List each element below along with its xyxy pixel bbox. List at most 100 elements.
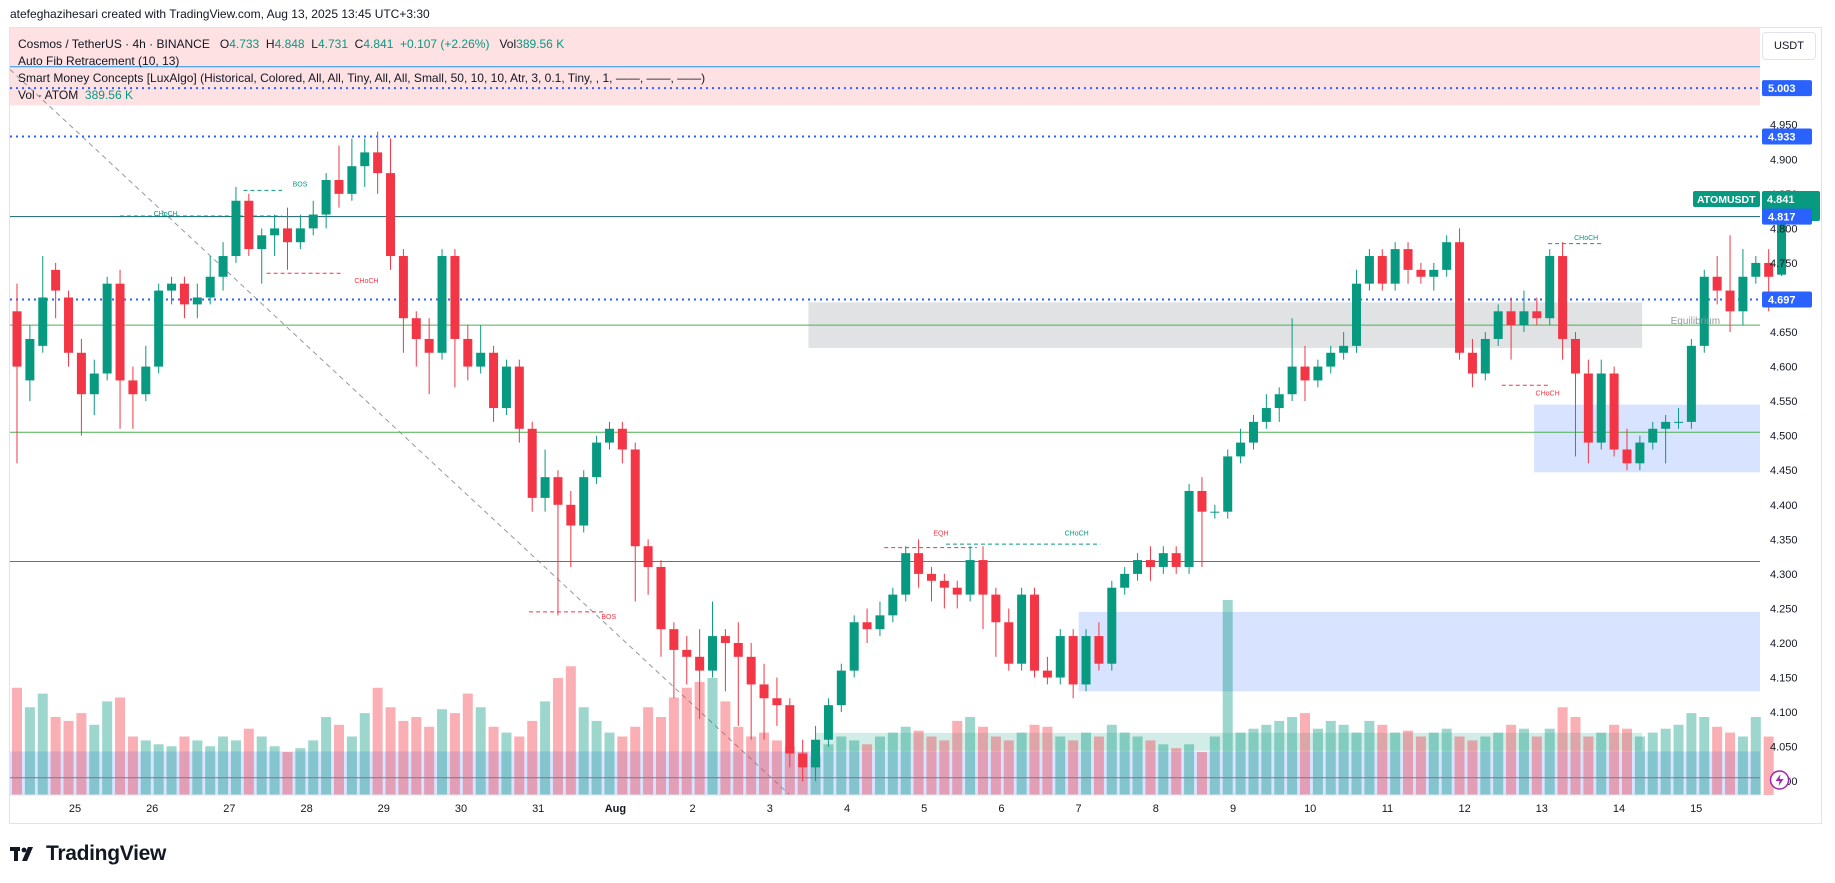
candle-body[interactable] xyxy=(720,636,730,643)
price-label-tag[interactable] xyxy=(1762,80,1812,97)
candle-body[interactable] xyxy=(154,290,164,367)
candle-body[interactable] xyxy=(875,615,885,630)
candle-body[interactable] xyxy=(1030,594,1040,671)
candle-body[interactable] xyxy=(76,352,86,395)
candle-body[interactable] xyxy=(179,283,189,305)
candle-body[interactable] xyxy=(785,705,795,754)
candle-body[interactable] xyxy=(51,269,61,291)
legend-symbol-row[interactable]: Cosmos / TetherUS · 4h · BINANCE O4.733 … xyxy=(18,36,705,53)
candle-body[interactable] xyxy=(901,553,911,595)
candle-body[interactable] xyxy=(862,622,872,630)
candle-body[interactable] xyxy=(321,180,331,215)
candle-body[interactable] xyxy=(463,338,473,367)
candle-body[interactable] xyxy=(514,366,524,429)
candle-body[interactable] xyxy=(308,214,318,229)
price-label-tag[interactable] xyxy=(1762,128,1812,145)
candle-body[interactable] xyxy=(604,428,614,443)
candle-body[interactable] xyxy=(1158,553,1168,567)
candle-body[interactable] xyxy=(1145,560,1155,567)
candle-body[interactable] xyxy=(38,297,48,346)
candle-body[interactable] xyxy=(1210,511,1220,513)
candle-body[interactable] xyxy=(450,256,460,339)
candle-body[interactable] xyxy=(1133,560,1143,574)
candle-body[interactable] xyxy=(1480,338,1490,374)
candle-body[interactable] xyxy=(167,283,177,291)
candle-body[interactable] xyxy=(398,256,408,319)
candle-body[interactable] xyxy=(811,739,821,768)
candle-body[interactable] xyxy=(1055,636,1065,678)
candle-body[interactable] xyxy=(579,477,589,526)
candle-body[interactable] xyxy=(888,594,898,616)
candle-body[interactable] xyxy=(1042,670,1052,678)
candle-body[interactable] xyxy=(1493,311,1503,339)
candle-body[interactable] xyxy=(218,256,228,277)
candle-body[interactable] xyxy=(849,622,859,671)
candle-body[interactable] xyxy=(1339,345,1349,353)
candle-body[interactable] xyxy=(1364,256,1374,284)
candle-body[interactable] xyxy=(25,338,35,381)
candle-body[interactable] xyxy=(386,173,396,257)
candle-body[interactable] xyxy=(1326,352,1336,367)
candle-body[interactable] xyxy=(1120,573,1130,588)
price-label-tag[interactable] xyxy=(1762,208,1812,225)
candle-body[interactable] xyxy=(1390,249,1400,284)
candle-body[interactable] xyxy=(1081,636,1091,685)
candle-body[interactable] xyxy=(772,698,782,706)
candle-body[interactable] xyxy=(566,504,576,526)
candle-body[interactable] xyxy=(1274,394,1284,409)
candle-body[interactable] xyxy=(540,477,550,498)
candle-body[interactable] xyxy=(991,594,1001,623)
candle-body[interactable] xyxy=(656,566,666,630)
candle-body[interactable] xyxy=(1764,262,1774,277)
candle-body[interactable] xyxy=(1596,373,1606,443)
candle-body[interactable] xyxy=(89,373,99,395)
candle-body[interactable] xyxy=(1068,636,1078,685)
candle-body[interactable] xyxy=(746,656,756,685)
candle-body[interactable] xyxy=(1107,587,1117,664)
candle-body[interactable] xyxy=(1442,242,1452,270)
candle-body[interactable] xyxy=(914,553,924,574)
candle-body[interactable] xyxy=(128,380,138,395)
candle-body[interactable] xyxy=(1248,421,1258,443)
legend-indicator-smc[interactable]: Smart Money Concepts [LuxAlgo] (Historic… xyxy=(18,71,706,85)
candle-body[interactable] xyxy=(643,546,653,567)
candle-body[interactable] xyxy=(102,283,112,374)
candle-body[interactable] xyxy=(1648,428,1658,443)
candle-body[interactable] xyxy=(64,297,74,353)
candle-body[interactable] xyxy=(836,670,846,706)
candle-body[interactable] xyxy=(592,442,602,478)
candle-body[interactable] xyxy=(282,228,292,243)
candle-body[interactable] xyxy=(1429,269,1439,277)
candle-body[interactable] xyxy=(1094,636,1104,664)
candle-body[interactable] xyxy=(1287,366,1297,395)
legend-indicator-volume[interactable]: Vol · ATOM 389.56 K xyxy=(18,87,705,104)
candle-body[interactable] xyxy=(334,180,344,194)
candle-body[interactable] xyxy=(1467,352,1477,374)
candle-body[interactable] xyxy=(1519,311,1529,326)
candle-body[interactable] xyxy=(192,297,202,305)
candle-body[interactable] xyxy=(630,449,640,547)
candle-body[interactable] xyxy=(1686,345,1696,422)
candle-body[interactable] xyxy=(823,705,833,740)
candle-body[interactable] xyxy=(1171,553,1181,567)
candle-body[interactable] xyxy=(244,200,254,250)
candle-body[interactable] xyxy=(527,428,537,498)
candle-body[interactable] xyxy=(1570,338,1580,374)
candle-body[interactable] xyxy=(1004,622,1014,664)
chart-frame[interactable] xyxy=(9,27,1822,824)
candle-body[interactable] xyxy=(1609,373,1619,450)
candle-body[interactable] xyxy=(1313,366,1323,381)
candle-body[interactable] xyxy=(1738,276,1748,312)
candle-body[interactable] xyxy=(1583,373,1593,443)
candle-body[interactable] xyxy=(1416,269,1426,277)
candle-body[interactable] xyxy=(926,573,936,581)
candle-body[interactable] xyxy=(1403,249,1413,270)
candle-body[interactable] xyxy=(231,200,241,257)
candle-body[interactable] xyxy=(1545,256,1555,319)
candle-body[interactable] xyxy=(708,636,718,671)
candle-body[interactable] xyxy=(669,629,679,650)
candle-body[interactable] xyxy=(115,283,125,381)
candle-body[interactable] xyxy=(617,428,627,450)
candle-body[interactable] xyxy=(733,642,743,657)
candle-body[interactable] xyxy=(1236,442,1246,457)
